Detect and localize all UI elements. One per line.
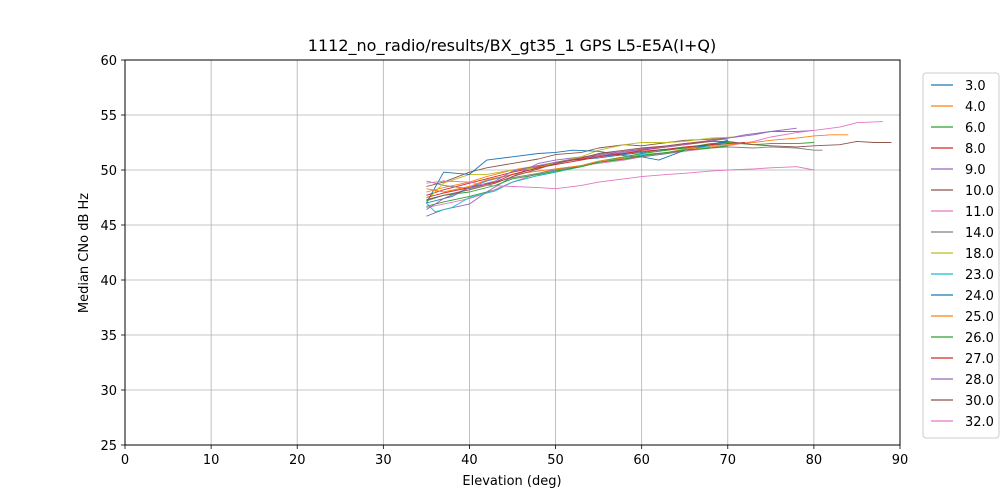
axis-ticks: 0 10 20 30 40 50 60 70 80 90 25 30 35 40 45 50 55 60: [100, 54, 908, 468]
y-tick-label: 40: [100, 274, 117, 289]
series-lines: [426, 121, 892, 217]
legend-label: 24.0: [965, 289, 994, 304]
chart-title: 1112_no_radio/results/BX_gt35_1 GPS L5-E…: [308, 36, 716, 56]
legend-label: 30.0: [965, 394, 994, 409]
x-tick-label: 70: [720, 453, 737, 468]
legend-label: 28.0: [965, 373, 994, 388]
x-tick-label: 40: [461, 453, 478, 468]
legend-label: 10.0: [965, 184, 994, 199]
legend-label: 26.0: [965, 331, 994, 346]
legend-label: 8.0: [965, 142, 986, 157]
y-tick-label: 30: [100, 384, 117, 399]
y-tick-label: 55: [100, 109, 117, 124]
grid: [124, 59, 901, 446]
x-tick-label: 10: [203, 453, 220, 468]
series-line-10.0: [426, 137, 728, 187]
y-axis-label: Median CNo dB Hz: [77, 193, 92, 313]
x-tick-label: 60: [633, 453, 650, 468]
legend-box: [922, 72, 1000, 439]
plot-frame: [124, 59, 901, 446]
legend-label: 18.0: [965, 247, 994, 262]
legend-label: 3.0: [965, 79, 986, 94]
legend-label: 23.0: [965, 268, 994, 283]
series-line-32.0: [426, 166, 814, 190]
x-axis-label: Elevation (deg): [462, 474, 561, 489]
legend-label: 27.0: [965, 352, 994, 367]
series-line-11.0: [426, 121, 883, 208]
series-line-18.0: [426, 136, 737, 202]
x-tick-label: 30: [375, 453, 392, 468]
y-tick-label: 60: [100, 54, 117, 69]
series-line-9.0: [426, 129, 814, 217]
legend-label: 14.0: [965, 226, 994, 241]
x-tick-label: 80: [806, 453, 823, 468]
legend-label: 9.0: [965, 163, 986, 178]
legend-label: 4.0: [965, 100, 986, 115]
legend-label: 25.0: [965, 310, 994, 325]
y-tick-label: 25: [100, 439, 117, 454]
series-line-30.0: [426, 140, 892, 201]
legend: 3.0 4.0 6.0 8.0 9.0 10.0 11.0 14.0 18.0 23.0 24.0 2…: [922, 72, 1000, 439]
x-tick-label: 50: [547, 453, 564, 468]
y-tick-label: 35: [100, 329, 117, 344]
series-line-24.0: [426, 140, 728, 204]
series-line-23.0: [426, 143, 728, 213]
x-tick-label: 20: [289, 453, 306, 468]
x-tick-label: 0: [121, 453, 129, 468]
legend-label: 6.0: [965, 121, 986, 136]
series-line-26.0: [426, 145, 728, 202]
legend-label: 32.0: [965, 415, 994, 430]
y-tick-label: 45: [100, 219, 117, 234]
y-tick-label: 50: [100, 164, 117, 179]
x-tick-label: 90: [892, 453, 909, 468]
legend-label: 11.0: [965, 205, 994, 220]
series-line-28.0: [426, 127, 797, 210]
